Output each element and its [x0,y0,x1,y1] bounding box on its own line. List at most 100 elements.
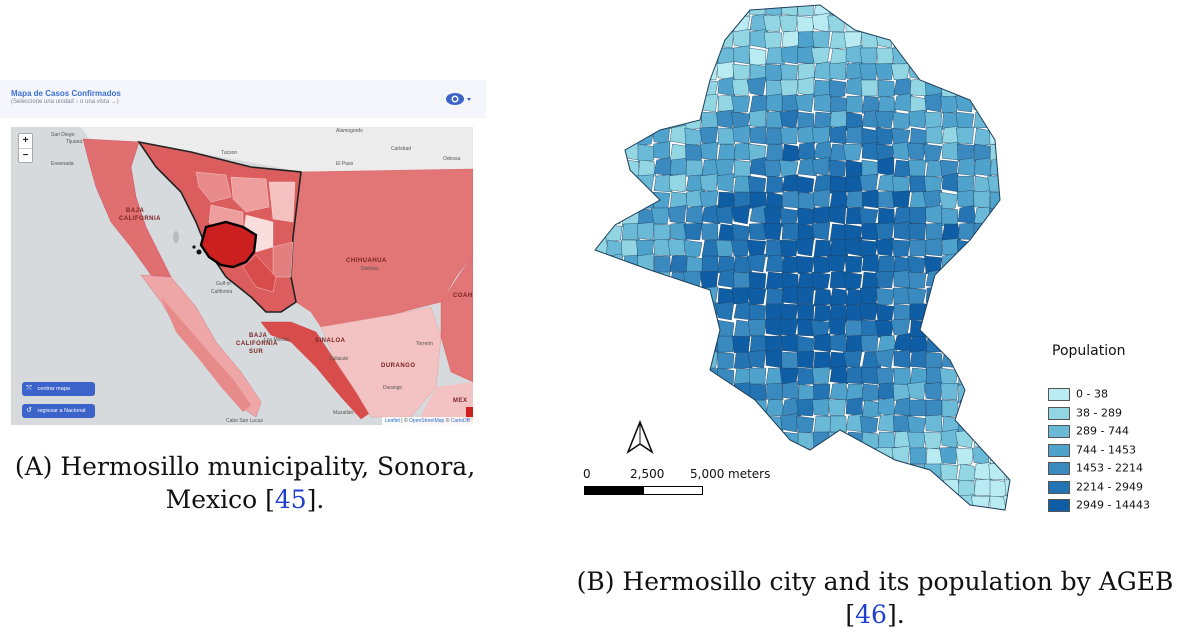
ageb-unit [750,510,766,528]
ageb-unit [604,111,623,129]
osm-link[interactable]: OpenStreetMap [409,418,445,424]
ageb-unit [779,109,799,129]
ageb-unit [685,47,703,65]
ageb-unit [989,127,1007,145]
map-canvas[interactable]: San Diego Tijuana Ensenada Tucson Alamog… [11,127,473,425]
legend-item: 2949 - 14443 [1048,499,1150,513]
ageb-unit [909,447,927,465]
ageb-unit [908,495,927,510]
label-odessa: Odessa [443,156,460,162]
ageb-unit [698,509,719,510]
ageb-unit [684,397,703,417]
ageb-unit [907,415,927,435]
ageb-unit [797,447,815,467]
ageb-unit [781,30,800,49]
ageb-unit [958,525,976,530]
ageb-unit [733,479,753,500]
back-national-button[interactable]: ↺ regresar a Nacional [22,404,95,418]
ageb-unit [972,367,991,385]
ageb-unit [989,431,1009,451]
ageb-unit [1005,5,1010,17]
ageb-unit [813,446,832,465]
ageb-unit [988,63,1007,81]
label-tijuana: Tijuana [66,139,82,145]
ageb-unit [621,60,640,81]
caption-a-line1: (A) Hermosillo municipality, Sonora, [14,452,476,481]
ageb-unit [797,191,816,211]
ageb-unit [765,127,784,145]
ageb-unit [653,335,672,353]
ageb-unit [989,158,1008,177]
ageb-unit [749,109,767,129]
ageb-unit [650,207,671,225]
citation-45[interactable]: 45 [274,485,307,514]
ageb-unit [1019,192,1038,210]
ageb-unit [1005,335,1010,356]
zoom-out-button[interactable]: − [22,150,29,161]
ageb-unit [812,126,831,145]
ageb-unit [811,46,831,65]
ageb-unit [874,348,895,369]
ageb-unit [653,238,672,257]
ageb-unit [635,62,655,81]
ageb-unit [716,173,735,193]
ageb-unit [938,303,959,322]
ageb-unit [989,15,1009,34]
caption-a-tail: ]. [306,485,325,514]
caption-a-text: Mexico [ [165,485,275,514]
ageb-unit [796,350,815,369]
ageb-unit [973,5,992,19]
ageb-unit [595,111,607,129]
ageb-unit [893,332,914,353]
ageb-unit [941,126,961,145]
ageb-unit [653,431,673,450]
ageb-unit [877,95,897,114]
ageb-unit [635,381,655,401]
ageb-unit [973,157,992,177]
ageb-unit [829,287,849,307]
label-alamogordo: Alamogordo [336,128,363,134]
ageb-unit [941,286,960,305]
ageb-unit [605,79,623,97]
ageb-unit [941,319,961,338]
ageb-unit [828,431,847,450]
ageb-unit [908,109,927,129]
ageb-unit [1038,16,1050,33]
label-el-paso: El Paso [336,161,353,167]
ageb-unit [908,159,927,177]
ageb-unit [781,222,800,241]
ageb-unit [595,351,607,370]
ageb-unit [683,95,703,114]
ageb-unit [682,271,703,289]
carto-link[interactable]: CartoDB [450,418,470,424]
view-toggle-button[interactable] [444,90,474,108]
ageb-unit [941,31,960,51]
ageb-unit [957,463,978,483]
ageb-unit [861,383,880,402]
ageb-unit [957,5,976,17]
ageb-unit [670,511,687,528]
label-cabo: Cabo San Lucas [226,418,263,424]
ageb-unit [925,204,943,225]
ageb-unit [701,399,719,417]
ageb-unit [860,415,879,435]
zoom-in-button[interactable]: + [19,134,32,149]
ageb-unit [957,222,976,241]
ageb-unit [604,46,623,65]
ageb-unit [941,5,959,17]
citation-46[interactable]: 46 [855,600,887,629]
ageb-unit [987,111,1007,131]
ageb-unit [717,495,735,510]
center-map-button[interactable]: ⤧ centrar mapa [22,382,95,396]
ageb-unit [861,222,879,241]
ageb-unit [811,398,831,417]
ageb-unit [796,5,815,17]
leaflet-link[interactable]: Leaflet [384,418,400,424]
ageb-unit [988,78,1007,97]
ageb-unit [829,365,849,385]
ageb-unit [892,47,911,65]
ageb-unit [1036,304,1050,321]
ageb-unit [924,509,943,510]
ageb-unit [797,223,815,243]
ageb-unit [605,318,625,337]
